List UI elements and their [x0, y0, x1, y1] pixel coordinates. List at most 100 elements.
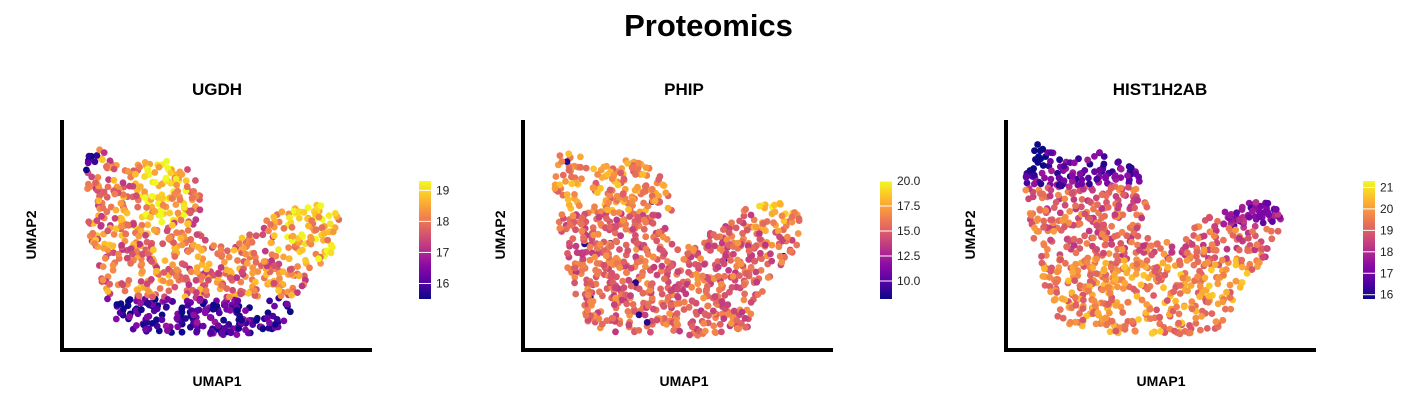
scatter-point [1085, 287, 1092, 295]
scatter-point [587, 280, 595, 288]
scatter-point [673, 310, 681, 317]
scatter-point [578, 220, 585, 228]
scatter-point [206, 313, 214, 321]
scatter-point [172, 201, 180, 209]
scatter-point [152, 267, 160, 275]
scatter-point [192, 276, 200, 284]
scatter-point [164, 296, 172, 303]
scatter-point [159, 277, 167, 285]
scatter-point [1048, 264, 1055, 272]
scatter-point [596, 288, 603, 296]
scatter-point [151, 179, 159, 186]
scatter-point [1086, 278, 1094, 285]
scatter-point [1176, 282, 1184, 289]
scatter-point [594, 171, 601, 178]
scatter-point [639, 171, 647, 178]
scatter-point [754, 291, 762, 298]
scatter-point [193, 268, 201, 276]
scatter-point [1047, 158, 1054, 165]
scatter-point [1124, 172, 1131, 179]
scatter-point [1065, 219, 1073, 227]
scatter-point [624, 308, 632, 315]
scatter-point [298, 246, 306, 254]
scatter-point [665, 293, 672, 301]
scatter-point [227, 329, 235, 337]
scatter-point [298, 231, 305, 239]
scatter-point [688, 297, 696, 305]
panel-title: HIST1H2AB [1113, 80, 1207, 99]
scatter-point [242, 250, 249, 258]
scatter-point [654, 212, 662, 219]
scatter-point [270, 213, 278, 221]
scatter-point [647, 328, 654, 336]
scatter-point [1052, 199, 1060, 206]
scatter-point [1258, 245, 1266, 253]
scatter-point [109, 261, 117, 269]
scatter-point [568, 173, 575, 181]
scatter-point [1108, 241, 1116, 248]
scatter-point [579, 256, 587, 263]
scatter-point [270, 279, 278, 287]
scatter-point [1263, 245, 1271, 253]
scatter-point [1087, 271, 1094, 279]
scatter-point [718, 328, 725, 336]
scatter-point [667, 262, 675, 270]
scatter-point [667, 301, 675, 309]
panel-ugdh: UGDH UMAP1 UMAP2 16 17 18 19 [0, 70, 472, 410]
scatter-point [236, 240, 243, 248]
scatter-point [171, 253, 179, 260]
scatter-point [1199, 289, 1206, 296]
scatter-point [1085, 227, 1093, 235]
scatter-point [1070, 242, 1078, 249]
scatter-point [668, 240, 676, 248]
scatter-point [1031, 147, 1038, 155]
scatter-point [138, 221, 146, 229]
scatter-point [1176, 330, 1184, 338]
scatter-point [1072, 301, 1080, 309]
scatter-point [1219, 316, 1227, 324]
scatter-point [1175, 310, 1183, 318]
scatter-point [214, 322, 222, 329]
scatter-point [267, 221, 274, 228]
scatter-point [788, 213, 796, 221]
scatter-point [1130, 285, 1137, 293]
scatter-point [642, 233, 650, 241]
scatter-point [1055, 174, 1063, 182]
scatter-point [97, 223, 105, 230]
scatter-point [674, 268, 682, 276]
scatter-point [205, 276, 212, 284]
scatter-point [628, 198, 636, 205]
scatter-point [1223, 245, 1231, 253]
scatter-point [1117, 240, 1125, 247]
scatter-point [647, 281, 655, 289]
scatter-point [1163, 238, 1171, 246]
scatter-point [93, 217, 101, 225]
scatter-point [564, 264, 572, 272]
scatter-point [1030, 234, 1038, 242]
scatter-point [280, 225, 288, 232]
scatter-point [193, 231, 201, 239]
scatter-point [1272, 206, 1280, 213]
scatter-point [594, 189, 601, 196]
scatter-point [685, 303, 693, 311]
scatter-point [657, 285, 664, 293]
colorbar-tick-label: 15.0 [897, 224, 921, 238]
scatter-point [104, 295, 111, 303]
scatter-point [1133, 211, 1140, 219]
scatter-point [651, 197, 659, 205]
scatter-point [136, 163, 144, 171]
scatter-point [210, 242, 218, 250]
scatter-point [717, 280, 725, 288]
scatter-point [1153, 264, 1161, 271]
scatter-point [573, 249, 581, 256]
scatter-point [1107, 184, 1115, 192]
scatter-point [1047, 288, 1054, 296]
scatter-point [294, 289, 301, 296]
scatter-point [1105, 300, 1112, 308]
scatter-point [558, 211, 566, 219]
scatter-point [1121, 257, 1128, 264]
scatter-point [295, 214, 303, 222]
scatter-point [218, 252, 226, 259]
scatter-point [705, 275, 713, 283]
scatter-point [201, 236, 209, 244]
